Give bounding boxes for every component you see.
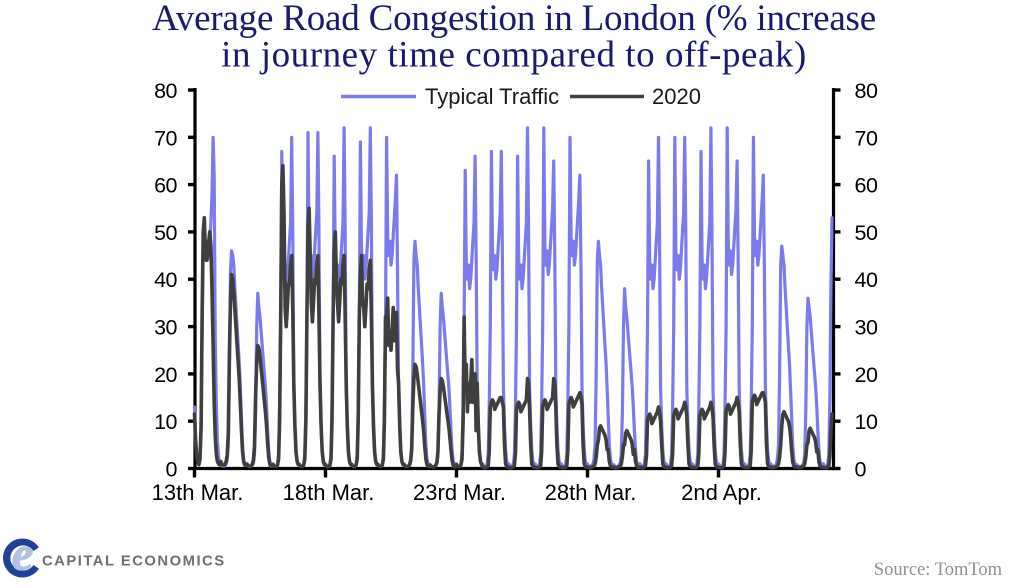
svg-text:30: 30 bbox=[154, 316, 177, 340]
svg-text:50: 50 bbox=[855, 221, 878, 245]
svg-text:23rd Mar.: 23rd Mar. bbox=[413, 480, 506, 505]
svg-text:18th Mar.: 18th Mar. bbox=[283, 480, 375, 505]
svg-text:40: 40 bbox=[855, 268, 878, 292]
svg-text:30: 30 bbox=[855, 316, 878, 340]
svg-text:28th Mar.: 28th Mar. bbox=[545, 480, 637, 505]
svg-text:10: 10 bbox=[154, 410, 177, 434]
svg-text:2nd Apr.: 2nd Apr. bbox=[681, 480, 762, 505]
svg-text:e: e bbox=[12, 528, 33, 581]
svg-text:80: 80 bbox=[855, 79, 878, 103]
svg-text:2020: 2020 bbox=[652, 84, 701, 109]
svg-text:CAPITAL ECONOMICS: CAPITAL ECONOMICS bbox=[42, 554, 226, 570]
svg-text:10: 10 bbox=[855, 410, 878, 434]
svg-text:0: 0 bbox=[855, 458, 867, 482]
svg-text:in journey time compared to of: in journey time compared to off-peak) bbox=[221, 35, 807, 76]
svg-text:60: 60 bbox=[154, 174, 177, 198]
svg-text:70: 70 bbox=[154, 126, 177, 150]
svg-text:60: 60 bbox=[855, 174, 878, 198]
svg-text:20: 20 bbox=[855, 363, 878, 387]
svg-text:20: 20 bbox=[154, 363, 177, 387]
svg-text:Average Road Congestion in Lon: Average Road Congestion in London (% inc… bbox=[152, 0, 876, 39]
svg-text:80: 80 bbox=[154, 79, 177, 103]
svg-text:13th Mar.: 13th Mar. bbox=[152, 480, 244, 505]
svg-text:0: 0 bbox=[166, 458, 178, 482]
svg-text:Typical Traffic: Typical Traffic bbox=[425, 84, 559, 109]
svg-text:Source: TomTom: Source: TomTom bbox=[874, 560, 1003, 580]
svg-text:40: 40 bbox=[154, 268, 177, 292]
svg-text:70: 70 bbox=[855, 126, 878, 150]
svg-text:50: 50 bbox=[154, 221, 177, 245]
